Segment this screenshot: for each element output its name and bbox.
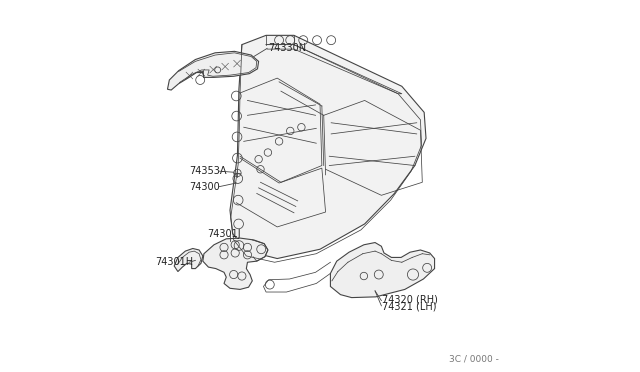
Polygon shape (203, 238, 268, 289)
Text: 74300: 74300 (189, 182, 220, 192)
Text: 74353A: 74353A (189, 166, 227, 176)
Text: 3C / 0000 -: 3C / 0000 - (449, 355, 499, 364)
Text: 74301H: 74301H (156, 257, 194, 267)
Text: 74330N: 74330N (269, 44, 307, 53)
Polygon shape (174, 248, 203, 272)
Text: 74320 (RH): 74320 (RH) (383, 295, 438, 304)
Polygon shape (330, 243, 435, 298)
Text: 74321 (LH): 74321 (LH) (383, 302, 437, 312)
Polygon shape (230, 35, 426, 259)
Polygon shape (168, 51, 259, 90)
Text: 74301J: 74301J (207, 229, 241, 238)
